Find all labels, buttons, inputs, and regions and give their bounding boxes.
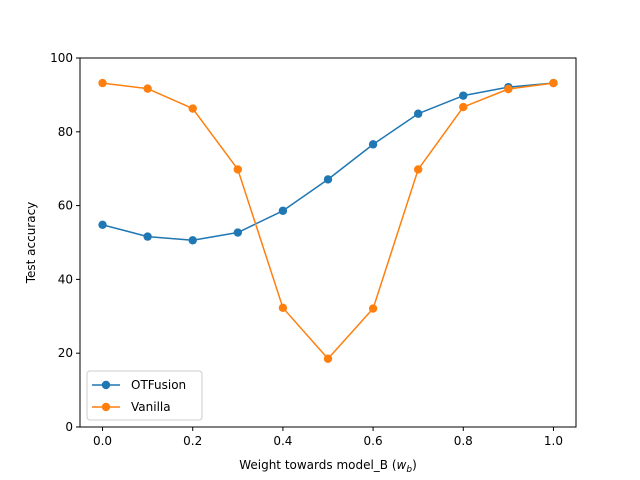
x-tick-label: 0.0 xyxy=(93,434,112,448)
data-point-vanilla xyxy=(188,104,197,113)
x-tick-label: 0.6 xyxy=(364,434,383,448)
series-layer xyxy=(98,78,558,363)
y-axis-label: Test accuracy xyxy=(24,202,38,285)
legend-label-vanilla: Vanilla xyxy=(131,400,171,414)
x-axis-label-subscript: b xyxy=(406,465,412,475)
x-tick-label: 0.8 xyxy=(454,434,473,448)
y-tick-label: 80 xyxy=(58,125,73,139)
data-point-otfusion xyxy=(368,140,378,149)
legend-label-otfusion: OTFusion xyxy=(131,378,186,392)
x-axis-label-symbol: w xyxy=(397,458,407,472)
data-point-vanilla xyxy=(549,78,558,88)
axes-frame xyxy=(79,57,577,428)
data-point-otfusion xyxy=(459,91,468,100)
y-axis: 0 20 40 60 80 100 xyxy=(50,51,80,434)
data-point-otfusion xyxy=(233,228,243,237)
legend-marker-vanilla xyxy=(101,402,111,412)
data-point-otfusion xyxy=(413,109,423,118)
y-tick-label: 100 xyxy=(50,51,73,65)
legend-marker-otfusion xyxy=(101,380,111,390)
data-point-vanilla xyxy=(98,78,107,88)
data-point-vanilla xyxy=(233,165,243,174)
x-axis-label: Weight towards model_B (wb) xyxy=(239,458,417,475)
data-point-otfusion xyxy=(188,236,197,245)
data-point-vanilla xyxy=(323,354,333,363)
data-point-vanilla xyxy=(368,304,378,313)
x-axis-label-text: Weight towards model_B xyxy=(239,458,388,472)
y-tick-label: 40 xyxy=(58,272,73,286)
data-point-vanilla xyxy=(413,165,423,174)
legend: OTFusion Vanilla xyxy=(86,370,203,421)
data-point-vanilla xyxy=(504,84,513,94)
data-point-vanilla xyxy=(278,303,288,313)
data-point-otfusion xyxy=(143,232,152,241)
data-point-vanilla xyxy=(143,84,152,93)
x-tick-label: 0.2 xyxy=(183,434,202,448)
data-point-otfusion xyxy=(98,220,107,229)
y-tick-label: 60 xyxy=(58,199,73,213)
x-axis: 0.0 0.2 0.4 0.6 0.8 1.0 xyxy=(93,427,563,448)
data-point-vanilla xyxy=(459,102,468,112)
y-tick-label: 0 xyxy=(65,420,73,434)
x-tick-label: 1.0 xyxy=(544,434,563,448)
y-tick-label: 20 xyxy=(58,346,73,360)
data-point-otfusion xyxy=(278,206,288,215)
data-point-otfusion xyxy=(323,175,333,184)
series-vanilla xyxy=(98,78,558,363)
series-otfusion xyxy=(98,78,558,245)
x-tick-label: 0.4 xyxy=(273,434,292,448)
